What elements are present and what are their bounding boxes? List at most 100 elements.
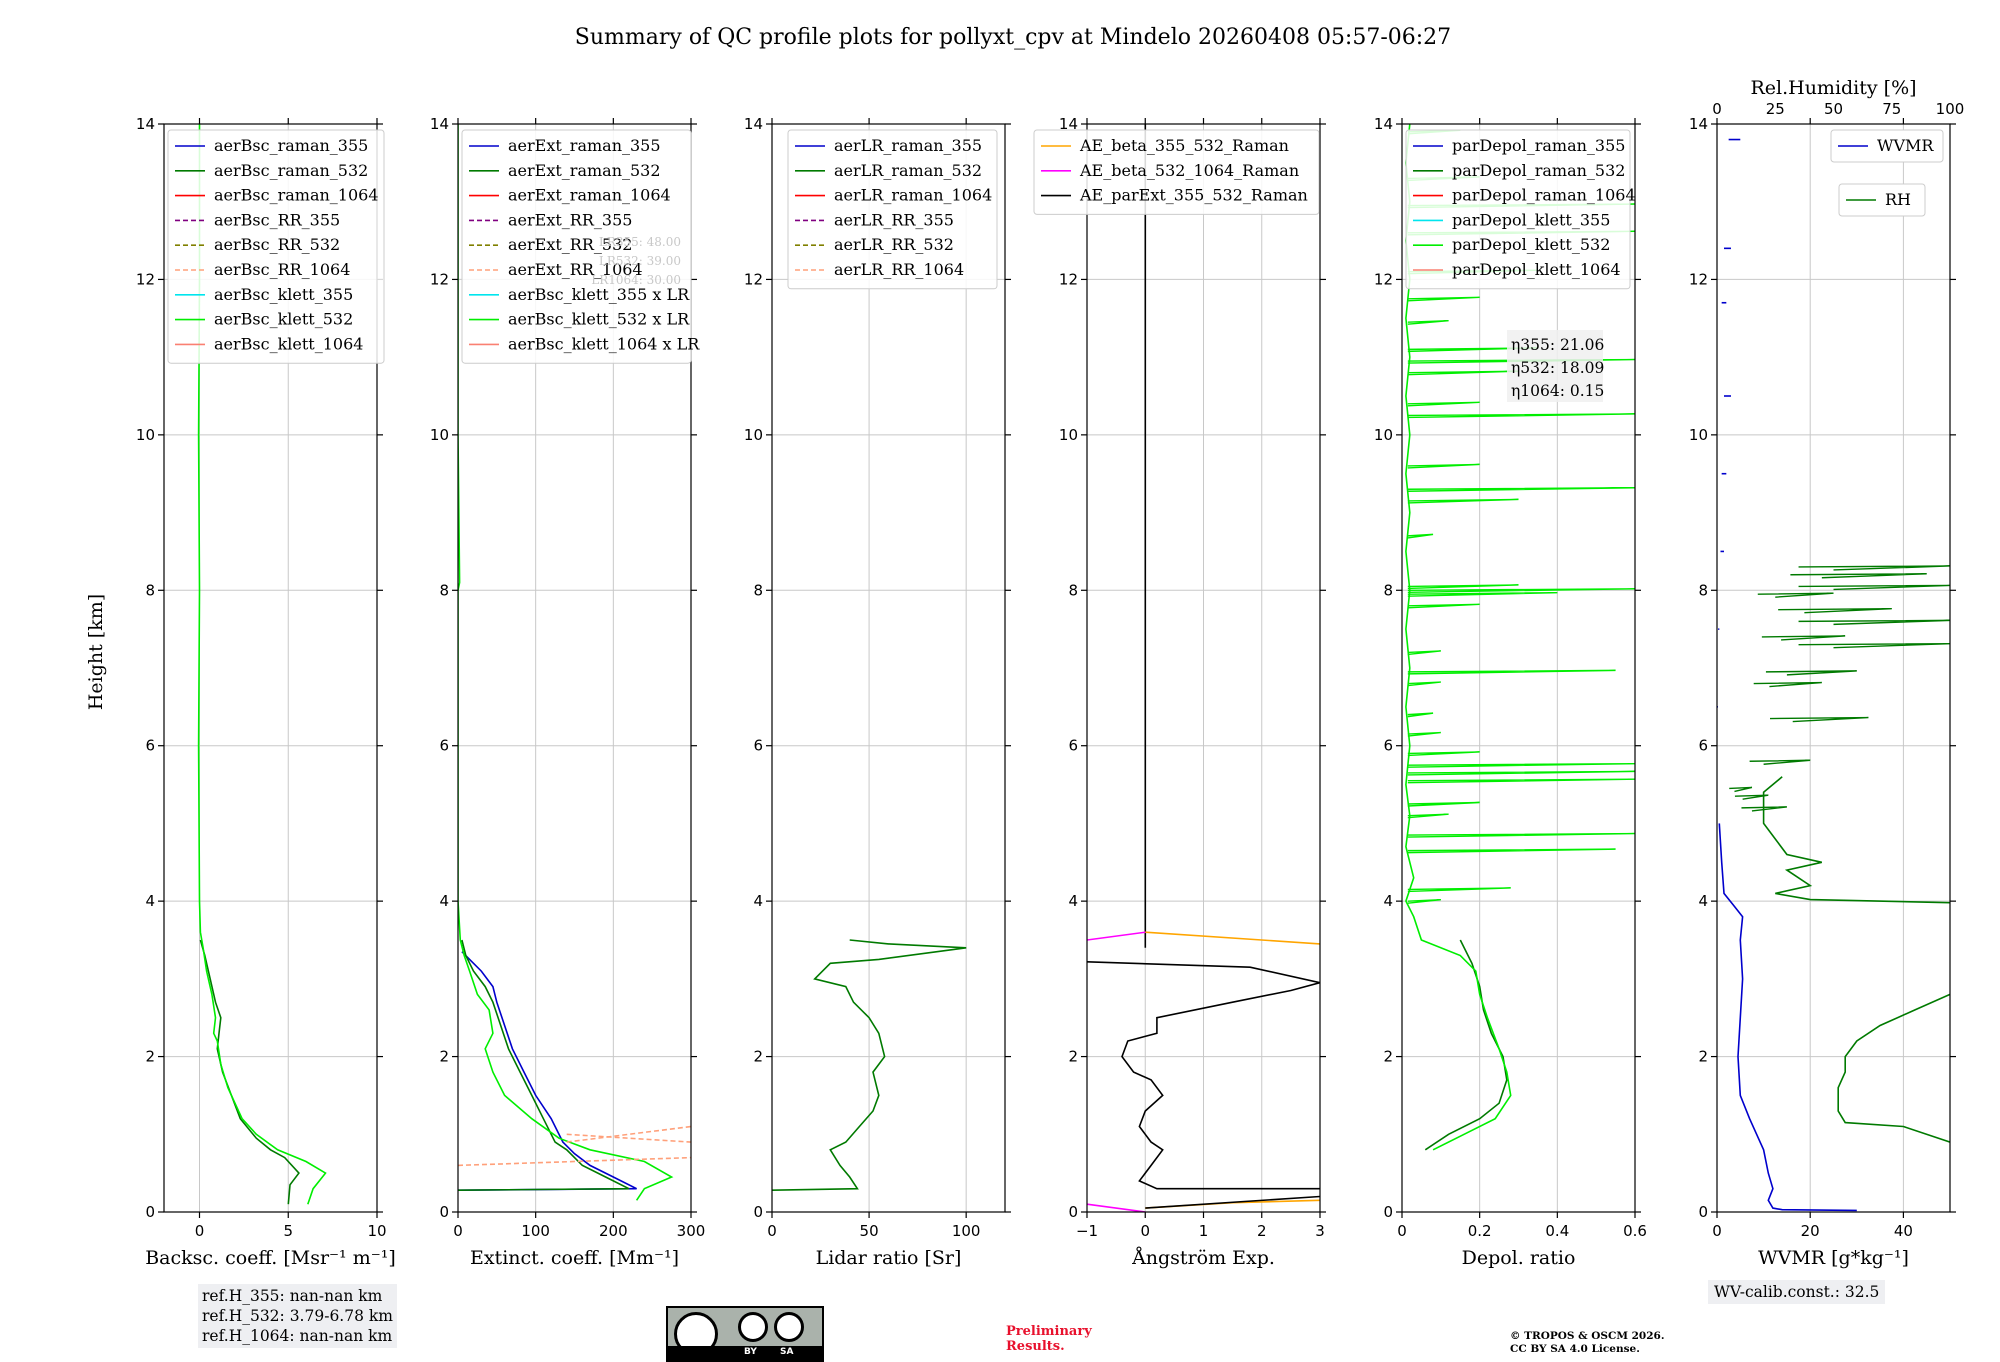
series-line-aerExt_RR_1064c — [566, 1133, 691, 1143]
xtick-label: 0 — [195, 1222, 205, 1240]
xtick-label: 0.4 — [1545, 1222, 1569, 1240]
ref-height-box: ref.H_355: nan-nan km ref.H_532: 3.79-6.… — [198, 1284, 397, 1348]
preliminary-line-1: Preliminary — [1006, 1324, 1092, 1339]
xtick-label: 0 — [1397, 1222, 1407, 1240]
faded-lr-label: LR355: 48.00 — [599, 235, 681, 249]
axes-frame — [771, 123, 1006, 1213]
cc-badge-bar: BY SA — [668, 1346, 822, 1360]
depol-spike — [1407, 603, 1480, 609]
xtick-label: 200 — [599, 1222, 628, 1240]
rh-spike — [1741, 806, 1787, 812]
panel-ext: 0 2 4 6 8 10 12 14 0 100 200 300 Extinct. coeff. [Mm… — [430, 115, 705, 1269]
cc-license-badge[interactable]: BY SA — [666, 1306, 824, 1362]
ref-height-1064: ref.H_1064: nan-nan km — [202, 1327, 393, 1345]
legend-label: aerBsc_RR_355 — [214, 210, 340, 229]
eta-label: η355: 21.06 — [1511, 336, 1604, 354]
depol-spike — [1407, 498, 1519, 504]
top-xtick-label: 50 — [1824, 100, 1843, 118]
legend-label: aerBsc_klett_1064 x LR — [508, 334, 700, 353]
series-line-WVMR — [1718, 823, 1857, 1212]
xtick-label: 3 — [1315, 1222, 1325, 1240]
ytick-label: 2 — [439, 1048, 449, 1066]
depol-spike — [1407, 401, 1480, 407]
legend-label: aerExt_raman_355 — [508, 136, 661, 155]
series-line-AE_beta_532_1064_Raman_low — [1087, 1203, 1146, 1212]
top-xtick-label: 75 — [1882, 100, 1901, 118]
ytick-label: 6 — [1698, 737, 1708, 755]
rh-spike — [1761, 635, 1846, 641]
depol-spike — [1407, 588, 1635, 593]
ytick-label: 14 — [430, 115, 449, 133]
series-group — [197, 124, 327, 1205]
top-xtick-label: 25 — [1766, 100, 1785, 118]
cc-badge-by: BY — [744, 1347, 757, 1357]
legend-label: aerLR_RR_355 — [834, 210, 954, 229]
ytick-label: 6 — [753, 737, 763, 755]
ytick-label: 12 — [1689, 270, 1708, 288]
ytick-label: 6 — [439, 737, 449, 755]
panel-depol: 0 2 4 6 8 10 12 14 0 0.2 0.4 0.6 Depol. ratio parDepo… — [1374, 115, 1647, 1269]
depol-spike — [1407, 319, 1449, 325]
preliminary-line-2: Results. — [1006, 1339, 1065, 1354]
copyright-note: © TROPOS & OSCM 2026. CC BY SA 4.0 Licen… — [1510, 1330, 1665, 1356]
ytick-label: 0 — [145, 1203, 155, 1221]
figure-title: Summary of QC profile plots for pollyxt_… — [575, 25, 1451, 50]
ytick-label: 4 — [439, 892, 449, 910]
preliminary-note: Preliminary Results. — [1006, 1324, 1092, 1354]
depol-spike — [1407, 584, 1519, 590]
ref-height-355: ref.H_355: nan-nan km — [202, 1287, 383, 1305]
ytick-label: 8 — [145, 581, 155, 599]
y-axis-label: Height [km] — [85, 594, 107, 710]
series-group — [1717, 138, 1950, 1212]
ytick-label: 8 — [1698, 581, 1708, 599]
xtick-label: 10 — [367, 1222, 386, 1240]
xtick-label: 100 — [952, 1222, 981, 1240]
ytick-label: 12 — [136, 270, 155, 288]
xtick-label: 0.2 — [1468, 1222, 1492, 1240]
top-xtick-label: 0 — [1712, 100, 1722, 118]
depol-spike — [1407, 762, 1635, 768]
ytick-label: 10 — [1374, 426, 1393, 444]
legend-label: aerBsc_klett_532 x LR — [508, 310, 690, 329]
depol-spike — [1407, 358, 1635, 364]
ytick-label: 4 — [753, 892, 763, 910]
eta-label: η532: 18.09 — [1511, 359, 1604, 377]
panel-lr: 0 2 4 6 8 10 12 14 0 50 100 Lidar ratio [Sr] aerLR_r… — [744, 115, 1011, 1269]
xtick-label: 2 — [1257, 1222, 1267, 1240]
depol-spike — [1407, 832, 1635, 838]
depol-spike — [1407, 650, 1441, 656]
depol-spike — [1407, 898, 1441, 904]
ytick-label: 10 — [1689, 426, 1708, 444]
series-line-aerExt_RR_1064 — [458, 1156, 691, 1167]
rh-spike — [1734, 794, 1769, 800]
xtick-label: 0 — [453, 1222, 463, 1240]
legend-label: aerBsc_klett_355 x LR — [508, 285, 690, 304]
ytick-label: 8 — [1383, 581, 1393, 599]
copyright-line-1: © TROPOS & OSCM 2026. — [1510, 1330, 1665, 1342]
ytick-label: 12 — [1374, 270, 1393, 288]
ytick-label: 14 — [1689, 115, 1708, 133]
depol-spike — [1407, 533, 1434, 539]
depol-spike — [1407, 591, 1558, 597]
rh-spike — [1778, 608, 1892, 614]
series-line-aerExt_raman_532 — [458, 939, 630, 1191]
ytick-label: 6 — [145, 737, 155, 755]
legend-label: parDepol_raman_1064 — [1452, 186, 1636, 205]
axes-frame — [1401, 123, 1636, 1213]
legend-box — [461, 129, 692, 364]
ytick-label: 14 — [744, 115, 763, 133]
depol-spike — [1407, 413, 1635, 419]
rh-spike — [1798, 642, 1950, 649]
depol-spike — [1407, 712, 1434, 718]
series-line-AE_parExt_355_532_Raman — [1087, 961, 1320, 1190]
series-line-aerBsc_klett_532 — [197, 124, 327, 1205]
x-axis-label: Depol. ratio — [1462, 1247, 1576, 1269]
ytick-label: 10 — [430, 426, 449, 444]
series-line-aerLR_raman_532 — [772, 939, 967, 1191]
rh-spike — [1757, 592, 1834, 598]
xtick-label: 100 — [521, 1222, 550, 1240]
xtick-label: −1 — [1076, 1222, 1098, 1240]
ytick-label: 2 — [145, 1048, 155, 1066]
